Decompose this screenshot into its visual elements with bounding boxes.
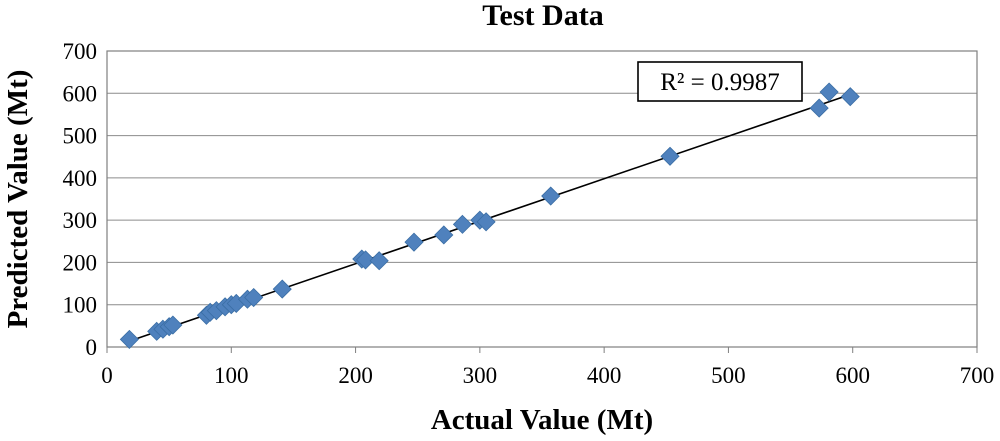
- y-axis-title: Predicted Value (Mt): [2, 70, 34, 329]
- x-tick-label: 500: [711, 363, 746, 388]
- data-point: [404, 232, 424, 252]
- y-tick-label: 300: [63, 208, 98, 233]
- y-tick-label: 0: [86, 335, 98, 360]
- y-tick-label: 100: [63, 293, 98, 318]
- data-points: [119, 82, 860, 349]
- y-tick-label: 700: [63, 39, 98, 64]
- data-point: [809, 98, 829, 118]
- data-point: [434, 225, 454, 245]
- x-tick-label: 200: [338, 363, 373, 388]
- y-tick-label: 200: [63, 250, 98, 275]
- y-tick-label: 500: [63, 124, 98, 149]
- x-axis-ticks: 0 100 200 300 400 500 600 700: [101, 347, 994, 388]
- data-point: [369, 251, 389, 271]
- data-point: [452, 214, 473, 234]
- r-squared-box: [637, 61, 803, 102]
- r-squared-label: R² = 0.9987: [637, 61, 803, 102]
- data-point: [840, 87, 860, 107]
- data-point: [819, 82, 839, 102]
- x-tick-label: 0: [101, 363, 113, 388]
- data-point: [660, 146, 680, 166]
- x-tick-label: 600: [835, 363, 870, 388]
- data-point: [163, 315, 183, 335]
- data-point: [476, 212, 496, 232]
- x-tick-label: 400: [587, 363, 622, 388]
- data-point: [272, 279, 292, 299]
- y-tick-label: 600: [63, 81, 98, 106]
- x-axis-title: Actual Value (Mt): [431, 404, 653, 436]
- data-point: [119, 329, 139, 349]
- plot-area-border: [106, 50, 978, 348]
- x-tick-label: 100: [214, 363, 249, 388]
- data-point: [244, 287, 264, 308]
- y-axis-ticks: 0 100 200 300 400 500 600 700: [63, 39, 98, 360]
- y-tick-label: 400: [63, 166, 98, 191]
- chart-title: Test Data: [482, 0, 603, 32]
- gridlines: [107, 92, 977, 306]
- x-tick-label: 300: [463, 363, 498, 388]
- data-point: [541, 186, 561, 206]
- r-squared-text: R² = 0.9987: [660, 69, 780, 96]
- x-tick-label: 700: [960, 363, 995, 388]
- data-point: [355, 250, 376, 270]
